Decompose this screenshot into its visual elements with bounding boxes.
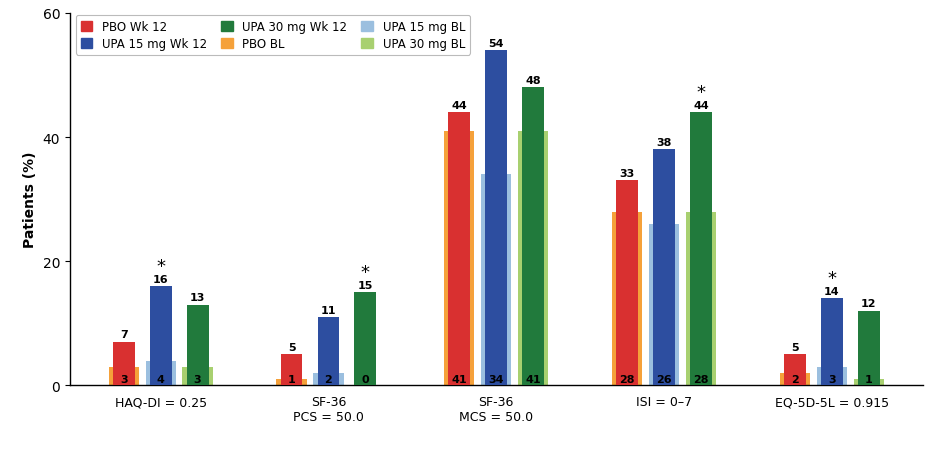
Text: 1: 1: [865, 375, 872, 384]
Text: 2: 2: [791, 375, 799, 384]
Text: 34: 34: [488, 375, 504, 384]
Text: *: *: [157, 257, 165, 275]
Bar: [150, 286, 171, 386]
Bar: [518, 131, 548, 386]
Bar: [113, 342, 134, 386]
Bar: [109, 367, 139, 386]
Text: 26: 26: [656, 375, 672, 384]
Bar: [784, 354, 806, 386]
Text: 14: 14: [824, 286, 840, 297]
Bar: [821, 299, 843, 386]
Text: 4: 4: [157, 375, 165, 384]
Bar: [277, 379, 307, 386]
Text: *: *: [828, 270, 836, 288]
Bar: [854, 379, 884, 386]
Text: 44: 44: [693, 101, 709, 111]
Bar: [858, 311, 880, 386]
Text: 16: 16: [153, 274, 169, 284]
Text: 15: 15: [358, 280, 373, 290]
Text: 2: 2: [324, 375, 333, 384]
Bar: [445, 131, 474, 386]
Text: 33: 33: [620, 168, 635, 179]
Bar: [780, 373, 810, 386]
Bar: [313, 373, 344, 386]
Text: 5: 5: [791, 342, 799, 352]
Bar: [186, 305, 209, 386]
Bar: [653, 150, 675, 386]
Text: 0: 0: [362, 375, 369, 384]
Bar: [318, 318, 339, 386]
Bar: [486, 51, 507, 386]
Text: 11: 11: [321, 305, 336, 315]
Y-axis label: Patients (%): Patients (%): [23, 151, 37, 248]
Text: 7: 7: [120, 330, 128, 340]
Bar: [522, 88, 544, 386]
Bar: [448, 113, 471, 386]
Bar: [481, 175, 512, 386]
Text: 5: 5: [288, 342, 295, 352]
Text: 48: 48: [526, 76, 541, 86]
Text: 12: 12: [861, 299, 877, 309]
Text: 41: 41: [452, 375, 467, 384]
Text: 13: 13: [190, 292, 205, 302]
Bar: [616, 181, 638, 386]
Text: 3: 3: [194, 375, 201, 384]
Bar: [612, 212, 642, 386]
Bar: [354, 293, 377, 386]
Text: 3: 3: [829, 375, 836, 384]
Text: 38: 38: [656, 138, 672, 148]
Text: 54: 54: [488, 39, 504, 49]
Bar: [686, 212, 716, 386]
Text: 28: 28: [693, 375, 708, 384]
Text: 1: 1: [288, 375, 295, 384]
Bar: [816, 367, 847, 386]
Text: 44: 44: [451, 101, 467, 111]
Legend: PBO Wk 12, UPA 15 mg Wk 12, UPA 30 mg Wk 12, PBO BL, UPA 15 mg BL, UPA 30 mg BL: PBO Wk 12, UPA 15 mg Wk 12, UPA 30 mg Wk…: [75, 16, 470, 56]
Bar: [281, 354, 303, 386]
Bar: [690, 113, 712, 386]
Text: *: *: [361, 263, 370, 281]
Bar: [183, 367, 212, 386]
Bar: [649, 224, 679, 386]
Text: 28: 28: [620, 375, 635, 384]
Text: *: *: [696, 84, 706, 102]
Text: 41: 41: [526, 375, 541, 384]
Bar: [145, 361, 176, 386]
Text: 3: 3: [120, 375, 128, 384]
